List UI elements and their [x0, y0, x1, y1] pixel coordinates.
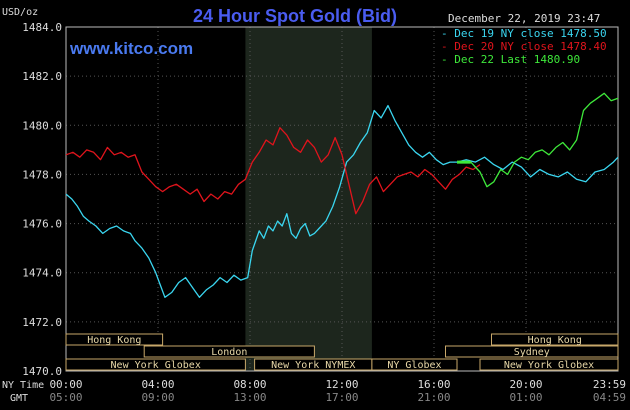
session-bar: [65, 358, 246, 371]
x-axis-label-ny: NY Time: [2, 380, 44, 391]
nymex-shaded-region: [245, 27, 372, 371]
x-tick-label-ny: 00:00: [49, 378, 82, 391]
legend: - Dec 19 NY close 1478.50 - Dec 20 NY cl…: [441, 27, 607, 66]
x-tick-label-ny: 20:00: [509, 378, 542, 391]
chart-title: 24 Hour Spot Gold (Bid): [193, 6, 397, 26]
x-tick-label-ny: 16:00: [417, 378, 450, 391]
session-label: New York Globex: [504, 360, 594, 371]
x-tick-label-ny: 23:59: [593, 378, 626, 391]
series-layer: [65, 92, 619, 298]
session-sydney: Sydney: [445, 345, 619, 358]
x-axis-label-gmt: GMT: [10, 393, 28, 404]
x-tick-label-ny: 08:00: [233, 378, 266, 391]
series-line-dec-22: [457, 92, 619, 188]
watermark: www.kitco.com: [69, 39, 193, 58]
legend-entry-dec20: - Dec 20 NY close 1478.40: [441, 40, 607, 53]
session-ny-globex: NY Globex: [371, 358, 458, 371]
y-tick-labels: 1470.0 1472.0 1474.0 1476.0 1478.0 1480.0 1482…: [22, 21, 62, 378]
session-london: London: [143, 345, 315, 358]
x-tick-label-gmt: 17:00: [325, 391, 358, 404]
session-bar: [491, 333, 619, 346]
session-new-york-globex: New York Globex: [65, 358, 246, 371]
session-label: Hong Kong: [528, 335, 582, 346]
session-new-york-nymex: New York NYMEX: [254, 358, 373, 371]
x-tick-label-gmt: 04:59: [593, 391, 626, 404]
y-tick-label: 1470.0: [22, 365, 62, 378]
x-tick-label-gmt: 05:00: [49, 391, 82, 404]
session-label: Hong Kong: [87, 335, 141, 346]
session-label: New York Globex: [111, 360, 201, 371]
timestamp: December 22, 2019 23:47: [448, 12, 600, 25]
x-tick-label-gmt: 13:00: [233, 391, 266, 404]
session-bar: [65, 333, 164, 346]
session-label: New York NYMEX: [271, 360, 355, 371]
session-layer: Hong Kong Hong Kong London Sydney New York G…: [65, 333, 619, 371]
x-tick-label-gmt: 09:00: [141, 391, 174, 404]
x-tick-label-gmt: 01:00: [509, 391, 542, 404]
legend-entry-dec22: - Dec 22 Last 1480.90: [441, 53, 580, 66]
session-bar: [143, 345, 315, 358]
session-label: Sydney: [514, 347, 550, 358]
session-bar: [445, 345, 619, 358]
session-hong-kong: Hong Kong: [491, 333, 619, 346]
series-line-dec-20: [65, 127, 481, 215]
x-tick-label-gmt: 21:00: [417, 391, 450, 404]
session-bar: [479, 358, 619, 371]
y-tick-label: 1484.0: [22, 21, 62, 34]
session-hong-kong: Hong Kong: [65, 333, 164, 346]
series-line-dec-19: [65, 104, 619, 298]
y-tick-label: 1482.0: [22, 70, 62, 83]
y-tick-label: 1476.0: [22, 218, 62, 231]
session-label: London: [211, 347, 247, 358]
x-tick-label-ny: 12:00: [325, 378, 358, 391]
y-tick-label: 1474.0: [22, 267, 62, 280]
legend-entry-dec19: - Dec 19 NY close 1478.50: [441, 27, 607, 40]
y-axis-label: USD/oz: [2, 7, 38, 18]
y-tick-label: 1478.0: [22, 168, 62, 181]
y-tick-label: 1480.0: [22, 119, 62, 132]
y-tick-label: 1472.0: [22, 316, 62, 329]
session-bar: [371, 358, 458, 371]
shaded-region-layer: [245, 27, 372, 371]
x-tick-label-ny: 04:00: [141, 378, 174, 391]
session-label: NY Globex: [387, 360, 441, 371]
plot-frame: [65, 26, 619, 372]
session-new-york-globex: New York Globex: [479, 358, 619, 371]
